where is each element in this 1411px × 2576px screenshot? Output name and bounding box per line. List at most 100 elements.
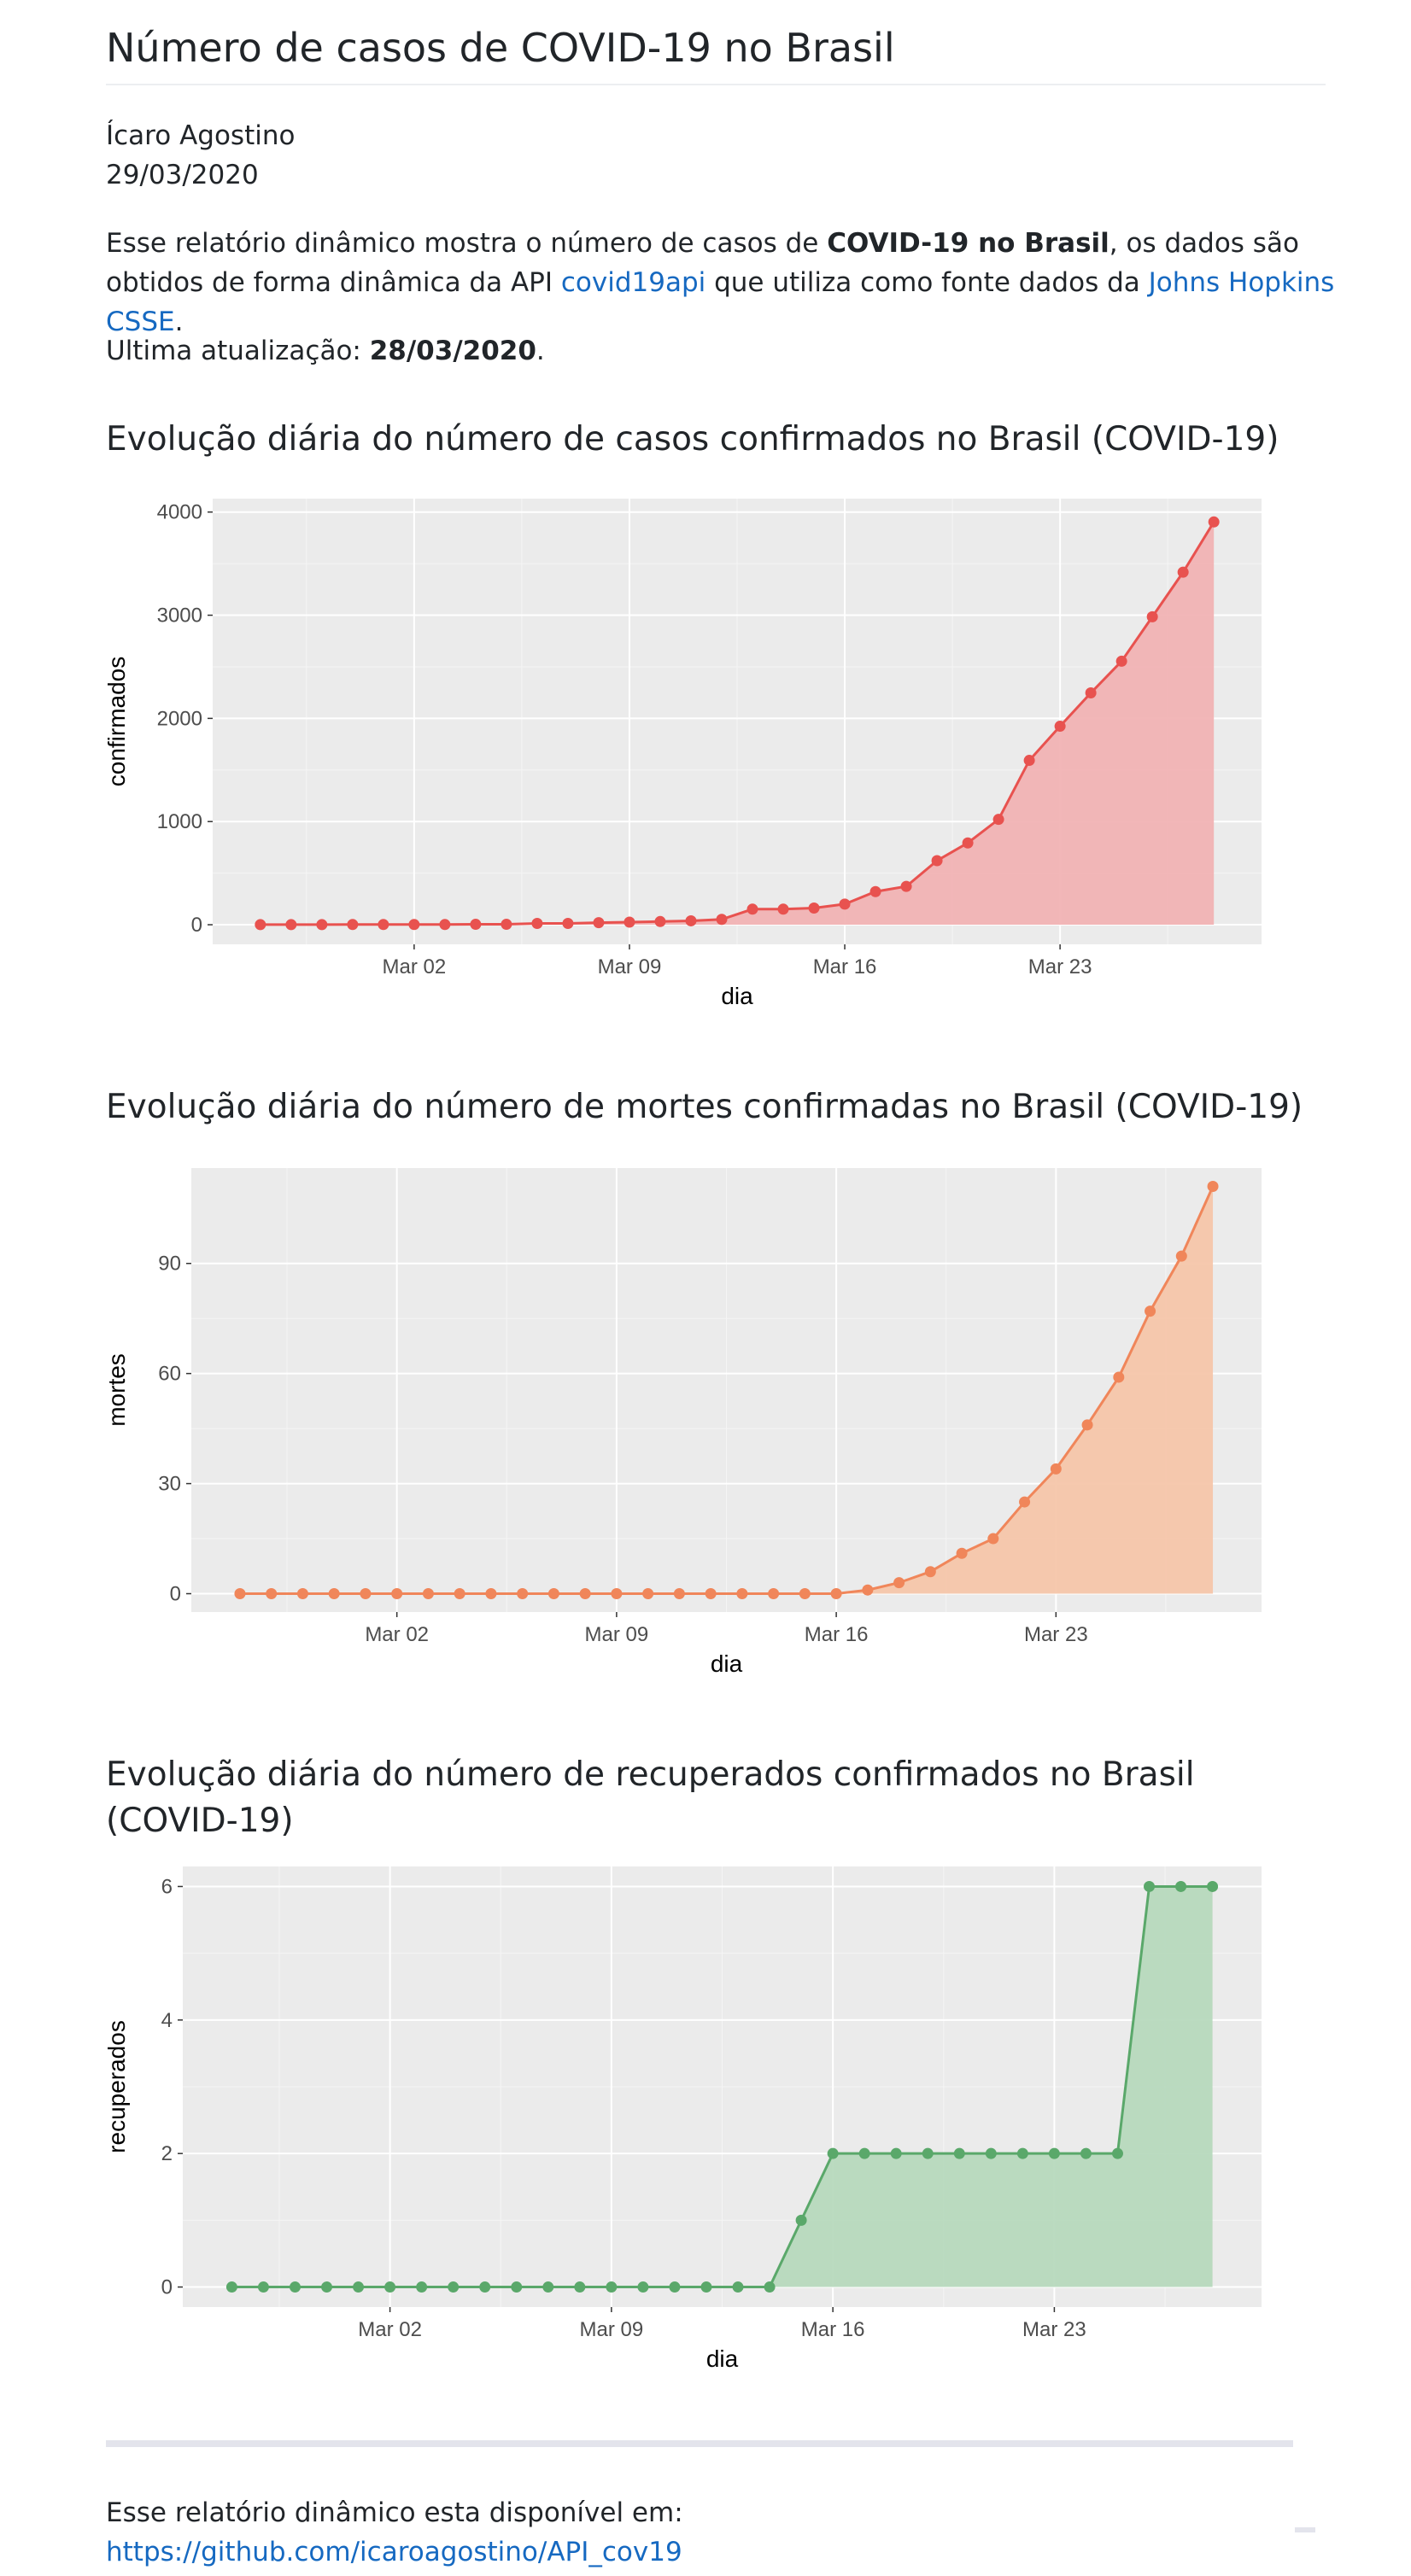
data-point bbox=[746, 903, 758, 915]
confirmed-cases-chart: 0 1000 2000 3000 4000 Mar 02 Mar 09 Mar 16 Mar 2… bbox=[106, 499, 1262, 1009]
data-point bbox=[654, 915, 666, 927]
y-tick-label: 2 bbox=[161, 2142, 173, 2165]
data-point bbox=[795, 2214, 807, 2226]
x-axis-title: dia bbox=[721, 983, 753, 1009]
data-point bbox=[574, 2281, 586, 2293]
data-point bbox=[531, 917, 543, 929]
update-suffix: . bbox=[536, 336, 545, 366]
data-point bbox=[705, 1588, 717, 1600]
y-tick-label: 0 bbox=[170, 1583, 181, 1606]
data-point bbox=[353, 2281, 365, 2293]
data-point bbox=[922, 2147, 934, 2159]
x-tick-label: Mar 02 bbox=[358, 2318, 422, 2341]
data-point bbox=[858, 2147, 870, 2159]
data-point bbox=[289, 2281, 301, 2293]
data-point bbox=[1115, 655, 1127, 667]
data-point bbox=[1146, 610, 1158, 622]
data-point bbox=[953, 2147, 965, 2159]
page-title: Número de casos de COVID-19 no Brasil bbox=[106, 19, 1326, 85]
data-point bbox=[511, 2281, 523, 2293]
series-area bbox=[260, 522, 1215, 926]
data-point bbox=[360, 1588, 372, 1600]
data-point bbox=[808, 902, 820, 914]
data-point bbox=[890, 2147, 902, 2159]
data-point bbox=[768, 1588, 780, 1600]
recovered-chart: 0 2 4 6 Mar 02 Mar 09 Mar 16 Mar 23 dia recuperad… bbox=[106, 1866, 1262, 2372]
x-axis-title: dia bbox=[711, 1650, 743, 1677]
data-point bbox=[1175, 1880, 1187, 1892]
y-tick-label: 60 bbox=[158, 1363, 181, 1386]
y-axis-title: recuperados bbox=[106, 2020, 130, 2153]
series-area bbox=[231, 1886, 1213, 2287]
data-point bbox=[328, 1588, 340, 1600]
data-point bbox=[296, 1588, 308, 1600]
y-tick-label: 0 bbox=[191, 914, 202, 937]
deaths-chart: 0 30 60 90 Mar 02 Mar 09 Mar 16 Mar 23 dia mortes bbox=[106, 1168, 1262, 1677]
data-point bbox=[1177, 566, 1189, 578]
y-tick-label: 90 bbox=[158, 1253, 181, 1276]
data-point bbox=[517, 1588, 529, 1600]
data-point bbox=[1054, 721, 1066, 733]
intro-paragraph: Esse relatório dinâmico mostra o número … bbox=[106, 224, 1336, 342]
scroll-indicator bbox=[1295, 2527, 1315, 2532]
y-tick-label: 3000 bbox=[157, 605, 202, 628]
data-point bbox=[624, 916, 635, 928]
x-tick-label: Mar 02 bbox=[365, 1623, 429, 1646]
data-point bbox=[1145, 1306, 1156, 1317]
data-point bbox=[924, 1566, 936, 1578]
data-point bbox=[1175, 1250, 1187, 1262]
y-axis-title: mortes bbox=[106, 1353, 130, 1427]
update-label: Ultima atualização: bbox=[106, 336, 370, 366]
covid19api-link[interactable]: covid19api bbox=[560, 267, 706, 298]
data-point bbox=[234, 1588, 246, 1600]
data-point bbox=[448, 2281, 460, 2293]
data-point bbox=[225, 2281, 237, 2293]
data-point bbox=[764, 2281, 776, 2293]
data-point bbox=[669, 2281, 681, 2293]
data-point bbox=[1113, 1371, 1125, 1383]
data-point bbox=[285, 919, 297, 931]
data-point bbox=[900, 880, 912, 892]
x-tick-label: Mar 09 bbox=[585, 1623, 649, 1646]
data-point bbox=[255, 919, 266, 931]
data-point bbox=[1023, 755, 1035, 767]
report-date: 29/03/2020 bbox=[106, 160, 259, 190]
intro-text: que utiliza como fonte dados da bbox=[706, 267, 1149, 298]
data-point bbox=[1207, 1880, 1219, 1892]
y-tick-label: 4 bbox=[161, 2009, 173, 2032]
data-point bbox=[637, 2281, 649, 2293]
author: Ícaro Agostino bbox=[106, 120, 296, 151]
data-point bbox=[893, 1577, 905, 1589]
github-link[interactable]: https://github.com/icaroagostino/API_cov… bbox=[106, 2537, 682, 2567]
data-point bbox=[439, 919, 451, 931]
data-point bbox=[716, 914, 728, 926]
section-title-deaths: Evolução diária do número de mortes conf… bbox=[106, 1088, 1303, 1126]
x-tick-label: Mar 16 bbox=[813, 955, 877, 978]
data-point bbox=[611, 1588, 623, 1600]
data-point bbox=[827, 2147, 839, 2159]
section-title-confirmed: Evolução diária do número de casos confi… bbox=[106, 420, 1279, 459]
data-point bbox=[1144, 1880, 1156, 1892]
data-point bbox=[266, 1588, 278, 1600]
x-tick-label: Mar 16 bbox=[801, 2318, 865, 2341]
intro-bold: COVID-19 no Brasil bbox=[827, 228, 1109, 259]
intro-text: Esse relatório dinâmico mostra o número … bbox=[106, 228, 828, 259]
data-point bbox=[606, 2281, 618, 2293]
jhu-csse-link[interactable]: Johns Hopkins CSSE bbox=[106, 267, 1335, 337]
data-point bbox=[685, 914, 697, 926]
x-tick-label: Mar 23 bbox=[1024, 1623, 1088, 1646]
x-tick-label: Mar 23 bbox=[1022, 2318, 1086, 2341]
data-point bbox=[985, 2147, 997, 2159]
data-point bbox=[673, 1588, 685, 1600]
data-point bbox=[931, 855, 943, 867]
section-title-recovered: Evolução diária do número de recuperados… bbox=[106, 1755, 1195, 1840]
data-point bbox=[732, 2281, 744, 2293]
y-tick-label: 30 bbox=[158, 1473, 181, 1496]
y-tick-label: 0 bbox=[161, 2276, 173, 2299]
x-tick-label: Mar 09 bbox=[580, 2318, 644, 2341]
update-value: 28/03/2020 bbox=[369, 336, 536, 366]
intro-text: , os dados são obtidos de forma dinâmica… bbox=[106, 228, 1299, 298]
data-point bbox=[1016, 2147, 1028, 2159]
data-point bbox=[479, 2281, 491, 2293]
data-point bbox=[485, 1588, 497, 1600]
